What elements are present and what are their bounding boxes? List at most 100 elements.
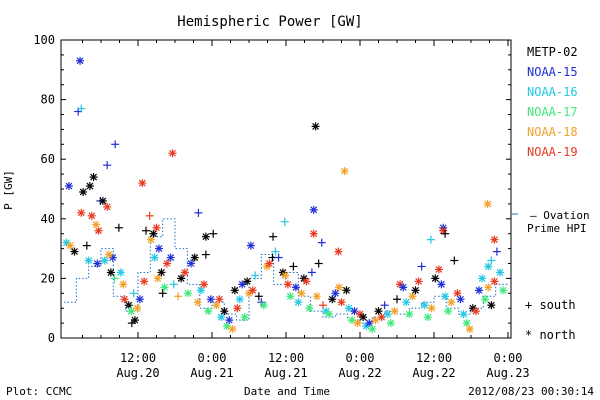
- north-point: [228, 325, 237, 334]
- north-point: [325, 310, 334, 319]
- x-tick-date: Aug.21: [264, 366, 307, 380]
- x-tick-date: Aug.23: [486, 366, 529, 380]
- x-tick-date: Aug.21: [190, 366, 233, 380]
- south-point: [314, 259, 323, 268]
- north-point: [66, 241, 75, 250]
- north-point: [119, 280, 128, 289]
- x-tick-date: Aug.22: [338, 366, 381, 380]
- north-point: [423, 313, 432, 322]
- south-point: [82, 241, 91, 250]
- symbol-legend-item: + south: [525, 298, 576, 312]
- south-point: [174, 292, 183, 301]
- north-point: [180, 268, 189, 277]
- legend-item: NOAA-16: [527, 85, 578, 99]
- north-point: [411, 286, 420, 295]
- north-point: [399, 283, 408, 292]
- north-point: [135, 295, 144, 304]
- north-point: [220, 307, 229, 316]
- north-point: [294, 298, 303, 307]
- north-point: [87, 211, 96, 220]
- north-point: [100, 256, 109, 265]
- north-point: [212, 301, 221, 310]
- north-point: [105, 250, 114, 259]
- north-point: [204, 307, 213, 316]
- north-point: [478, 274, 487, 283]
- north-point: [437, 280, 446, 289]
- south-point: [317, 238, 326, 247]
- north-point: [201, 232, 210, 241]
- north-point: [133, 304, 142, 313]
- x-tick-time: 12:00: [120, 351, 156, 365]
- north-point: [160, 283, 169, 292]
- north-point: [495, 268, 504, 277]
- symbol-legend-item: * north: [525, 328, 576, 342]
- north-point: [408, 292, 417, 301]
- north-point: [427, 304, 436, 313]
- north-point: [206, 295, 215, 304]
- north-point: [93, 259, 102, 268]
- north-point: [353, 319, 362, 328]
- north-point: [187, 259, 196, 268]
- north-point: [265, 259, 274, 268]
- north-point: [371, 316, 380, 325]
- north-point: [168, 149, 177, 158]
- north-point: [259, 301, 268, 310]
- north-point: [235, 295, 244, 304]
- north-point: [340, 167, 349, 176]
- symbol-legend: + south * north: [525, 298, 576, 342]
- north-point: [248, 286, 257, 295]
- north-point: [64, 182, 73, 191]
- north-point: [196, 286, 205, 295]
- north-point: [85, 182, 94, 191]
- x-axis: 12:00Aug.200:00Aug.2112:00Aug.210:00Aug.…: [82, 40, 530, 380]
- north-point: [383, 310, 392, 319]
- north-point: [283, 280, 292, 289]
- north-point: [297, 289, 306, 298]
- north-point: [127, 307, 136, 316]
- north-point: [166, 253, 175, 262]
- plot-credit: Plot: CCMC: [6, 385, 72, 398]
- south-point: [209, 229, 218, 238]
- legend: METP-02 NOAA-15 NOAA-16 NOAA-17 NOAA-18 NOAA-…: [527, 45, 578, 159]
- north-point: [342, 286, 351, 295]
- north-point: [183, 289, 192, 298]
- north-point: [302, 277, 311, 286]
- south-point: [380, 301, 389, 310]
- south-point: [492, 247, 501, 256]
- north-point: [459, 310, 468, 319]
- south-point: [145, 211, 154, 220]
- x-tick-time: 0:00: [494, 351, 523, 365]
- north-point: [92, 220, 101, 229]
- north-point: [217, 313, 226, 322]
- north-point: [453, 289, 462, 298]
- north-point: [84, 256, 93, 265]
- north-point: [77, 208, 86, 217]
- north-point: [328, 295, 337, 304]
- north-point: [130, 316, 139, 325]
- south-point: [127, 319, 136, 328]
- north-point: [116, 268, 125, 277]
- north-point: [154, 244, 163, 253]
- south-point: [450, 256, 459, 265]
- north-point: [390, 307, 399, 316]
- north-point: [225, 316, 234, 325]
- north-point: [153, 274, 162, 283]
- north-point: [76, 56, 85, 65]
- north-point: [414, 277, 423, 286]
- north-point: [465, 325, 474, 334]
- north-point: [475, 286, 484, 295]
- north-point: [98, 196, 107, 205]
- south-point: [114, 223, 123, 232]
- north-point: [103, 202, 112, 211]
- north-point: [405, 310, 414, 319]
- data-points: [62, 56, 508, 334]
- north-point: [462, 319, 471, 328]
- north-point: [140, 277, 149, 286]
- north-point: [138, 179, 147, 188]
- x-tick-time: 12:00: [268, 351, 304, 365]
- hpi-step-line: [64, 218, 508, 324]
- south-point: [77, 104, 86, 113]
- north-point: [286, 292, 295, 301]
- north-point: [368, 325, 377, 334]
